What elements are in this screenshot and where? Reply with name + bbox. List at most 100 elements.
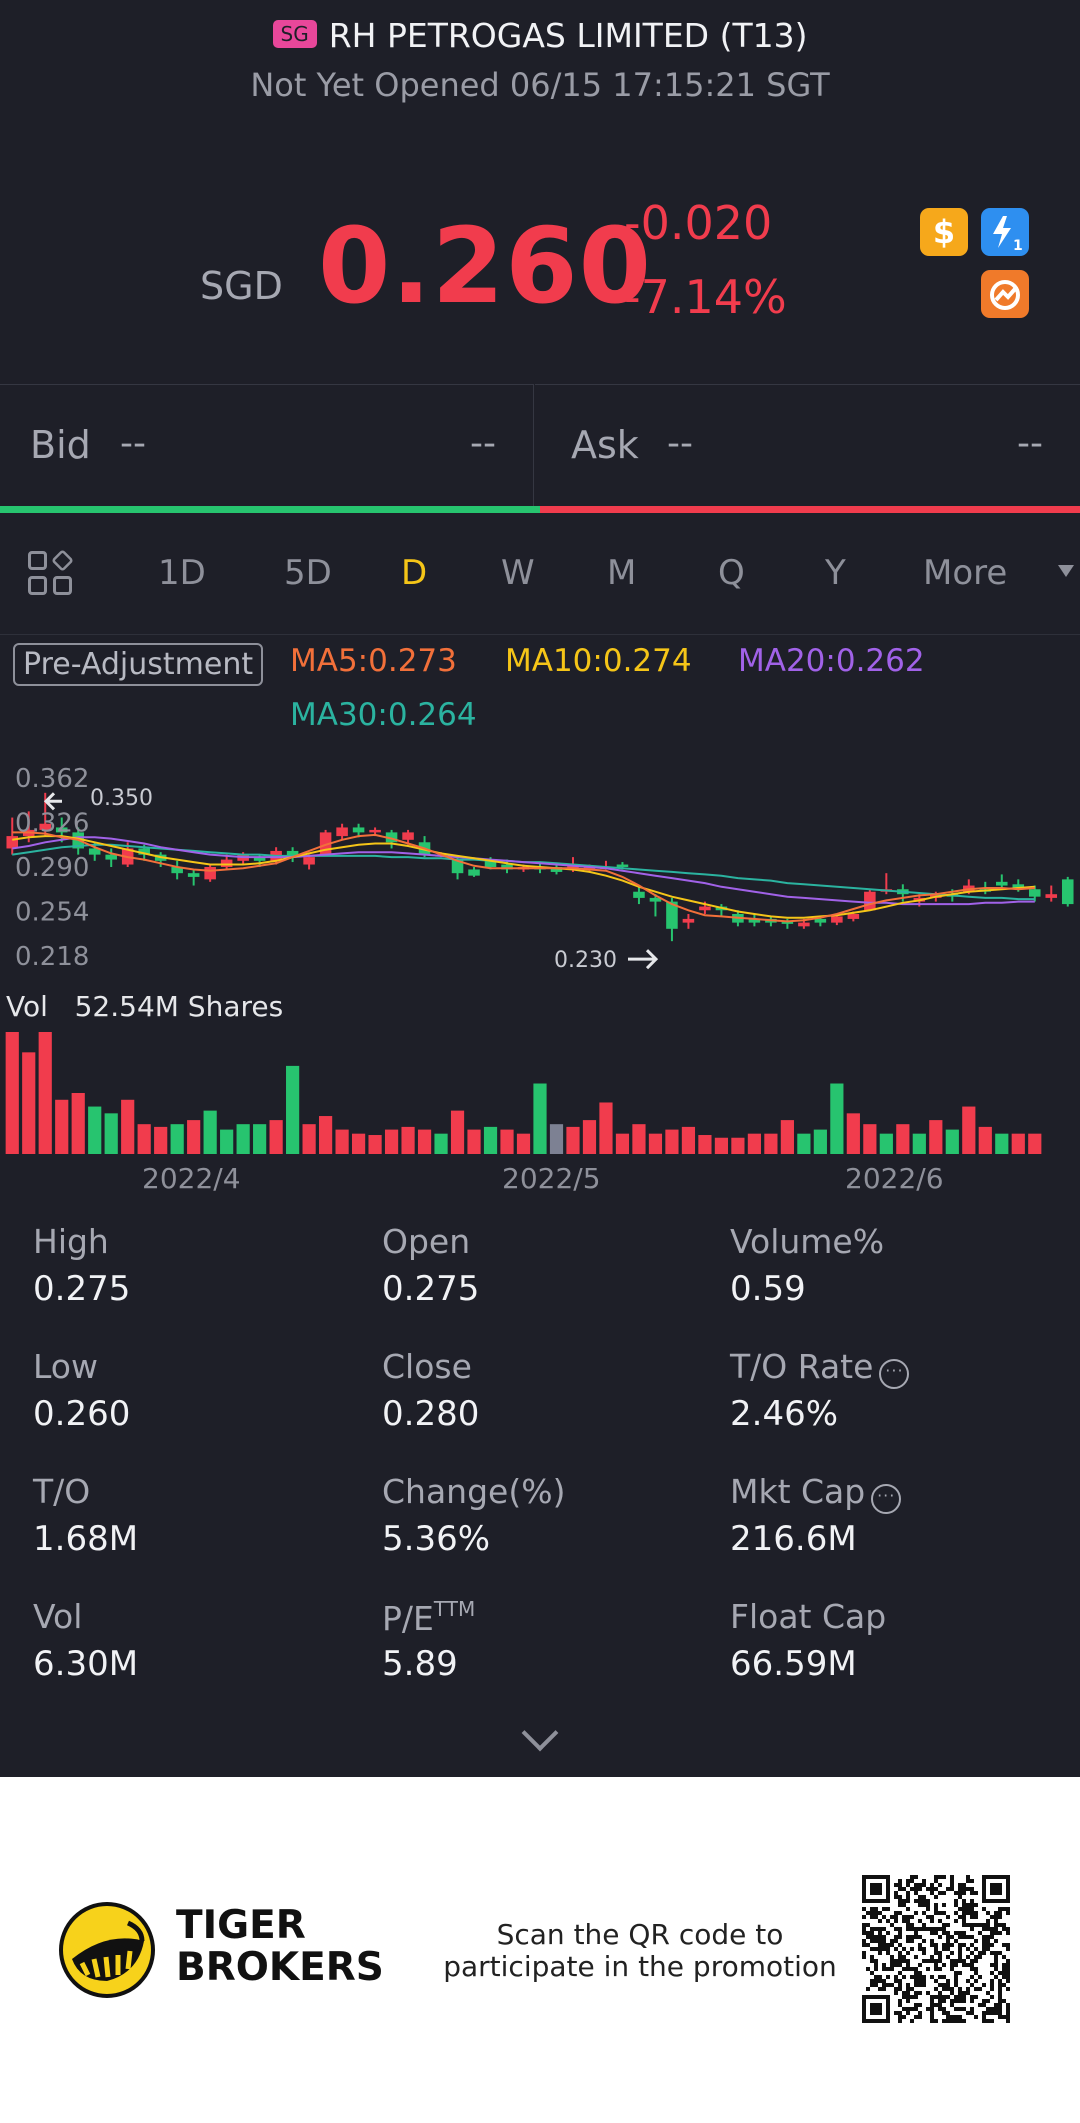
x-tick-may: 2022/5 xyxy=(502,1162,601,1195)
candle-body xyxy=(220,859,233,867)
ma30-line xyxy=(12,843,1035,901)
candle-body xyxy=(336,827,348,837)
stat-value-to-rate: 2.46% xyxy=(730,1394,839,1434)
y-tick-label: 0.290 xyxy=(15,853,89,883)
dollar-icon[interactable]: $ xyxy=(920,208,968,256)
volume-bar xyxy=(879,1133,893,1154)
tab-5d[interactable]: 5D xyxy=(284,553,332,593)
volume-value: 52.54M Shares xyxy=(74,990,284,1023)
stat-label-change: Change(%) xyxy=(382,1472,566,1511)
info-icon[interactable]: ··· xyxy=(879,1359,910,1389)
high-annotation: 0.350 xyxy=(90,786,153,811)
candle-body xyxy=(1061,879,1074,905)
low-annotation: 0.230 xyxy=(554,948,617,973)
candle-body xyxy=(451,859,464,874)
last-price: 0.260 xyxy=(318,205,652,327)
tab-1d[interactable]: 1D xyxy=(158,553,206,593)
candle-body xyxy=(303,857,315,865)
y-tick-label: 0.326 xyxy=(15,809,89,839)
stat-value-volume-pct: 0.59 xyxy=(730,1269,806,1309)
tab-year[interactable]: Y xyxy=(825,553,846,593)
info-icon[interactable]: ··· xyxy=(871,1484,902,1514)
stat-label-close: Close xyxy=(382,1347,472,1386)
ma10-label: MA10:0.274 xyxy=(505,643,692,679)
volume-bar xyxy=(995,1133,1009,1154)
volume-bar xyxy=(434,1133,448,1154)
stat-value-float-cap: 66.59M xyxy=(730,1644,857,1684)
tab-quarter[interactable]: Q xyxy=(718,553,745,593)
candle-body xyxy=(204,867,216,880)
x-tick-jun: 2022/6 xyxy=(845,1162,944,1195)
candle-body xyxy=(319,832,332,855)
volume-bar xyxy=(632,1124,646,1154)
stat-label-open: Open xyxy=(382,1222,471,1261)
candle-body xyxy=(6,836,19,849)
ask-size: -- xyxy=(1017,423,1043,464)
volume-bar xyxy=(351,1133,366,1154)
bid-panel[interactable]: Bid -- -- xyxy=(0,384,534,506)
candle-body xyxy=(666,901,678,929)
bid-size: -- xyxy=(470,423,496,464)
volume-bar xyxy=(780,1120,794,1154)
volume-bar xyxy=(203,1110,217,1154)
volume-bar xyxy=(286,1065,300,1154)
candle-body xyxy=(171,867,183,874)
volume-bar xyxy=(137,1124,151,1154)
volume-bar xyxy=(450,1110,465,1154)
volume-bar xyxy=(104,1113,118,1154)
volume-label: Vol xyxy=(6,990,48,1023)
ma5-line xyxy=(12,831,1035,923)
candle-body xyxy=(352,827,365,833)
stat-label-low: Low xyxy=(33,1347,98,1386)
volume-bar xyxy=(533,1083,547,1154)
tab-month[interactable]: M xyxy=(607,553,637,593)
tab-day[interactable]: D xyxy=(401,553,428,593)
candle-body xyxy=(583,867,596,870)
flash-icon[interactable]: 1 xyxy=(981,208,1029,256)
candle-body xyxy=(402,832,414,840)
stat-value-open: 0.275 xyxy=(382,1269,480,1309)
volume-bar xyxy=(978,1126,992,1154)
ma30-label: MA30:0.264 xyxy=(290,697,477,733)
candle-body xyxy=(1028,889,1041,897)
market-badge: SG xyxy=(272,20,317,48)
kline-chart[interactable]: 0.362 0.326 0.290 0.254 0.218 0.350 0.230 xyxy=(0,740,1080,1160)
candle-body xyxy=(484,860,497,867)
volume-bar xyxy=(88,1106,102,1154)
candle-body xyxy=(798,922,810,927)
qr-code[interactable] xyxy=(862,1875,1010,2023)
candle-body xyxy=(814,918,827,923)
candle-body xyxy=(88,848,101,855)
candle-body xyxy=(187,873,200,877)
candle-body xyxy=(369,829,381,833)
candle-body xyxy=(385,832,398,843)
volume-bar xyxy=(846,1113,860,1154)
ma5-label: MA5:0.273 xyxy=(290,643,457,679)
stat-label-pe-sup: TTM xyxy=(433,1597,476,1621)
volume-bar xyxy=(302,1124,316,1154)
chevron-down-icon[interactable] xyxy=(1058,565,1074,577)
header: SG RH PETROGAS LIMITED (T13) Not Yet Open… xyxy=(0,0,1080,120)
ma10-line xyxy=(12,835,1035,919)
y-tick-label: 0.254 xyxy=(15,898,89,928)
ask-panel[interactable]: Ask -- -- xyxy=(535,384,1080,506)
y-tick-label: 0.218 xyxy=(15,942,89,972)
tab-week[interactable]: W xyxy=(501,553,535,593)
volume-bar xyxy=(681,1126,696,1154)
volume-bar xyxy=(714,1137,729,1154)
tab-more[interactable]: More xyxy=(923,553,1008,593)
volume-bar xyxy=(319,1116,333,1154)
volume-bar xyxy=(500,1129,514,1154)
volume-bar xyxy=(863,1124,877,1154)
candle-body xyxy=(105,854,117,860)
volume-bar xyxy=(566,1126,580,1154)
layout-grid-icon[interactable] xyxy=(28,549,74,597)
gauge-icon[interactable] xyxy=(981,270,1029,318)
volume-bar xyxy=(401,1126,415,1154)
volume-bar xyxy=(384,1129,399,1154)
volume-bar xyxy=(5,1032,19,1154)
volume-bar xyxy=(154,1126,168,1154)
candle-body xyxy=(1045,894,1058,898)
pre-adjustment-toggle[interactable]: Pre-Adjustment xyxy=(13,643,264,686)
volume-bar xyxy=(236,1124,250,1154)
